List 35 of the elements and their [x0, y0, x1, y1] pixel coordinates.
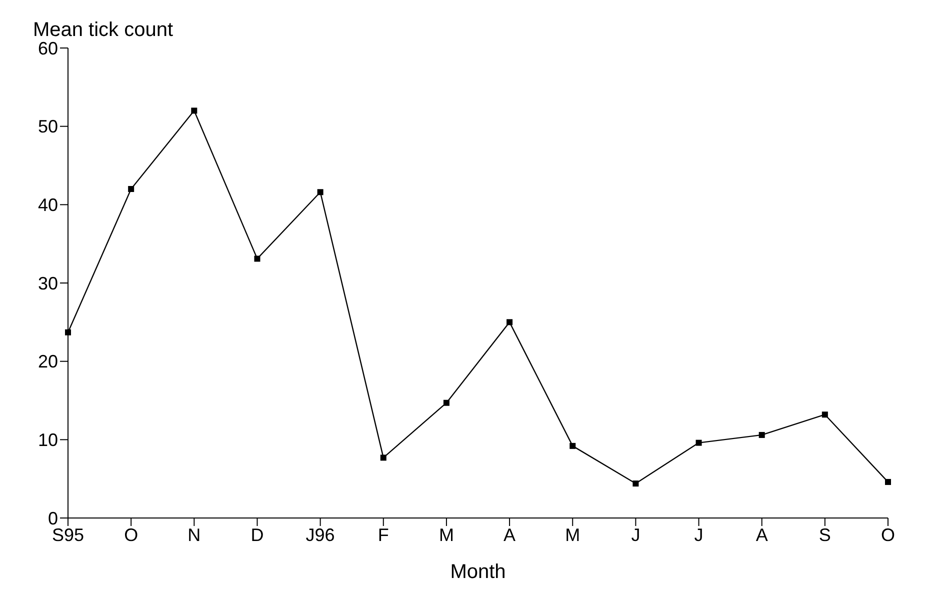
x-tick-label: N — [188, 524, 201, 545]
point — [822, 412, 828, 418]
x-tick-label: M — [565, 524, 580, 545]
point — [254, 256, 260, 262]
y-tick-label: 40 — [38, 195, 58, 216]
x-tick-label: A — [504, 524, 516, 545]
point — [632, 480, 639, 487]
x-tick-label: J96 — [306, 524, 335, 545]
x-tick-label: O — [880, 524, 896, 545]
y-tick-label: 60 — [38, 38, 58, 58]
x-tick-label: F — [378, 524, 389, 545]
y-tick-label: 20 — [38, 352, 58, 372]
y-tick-label: 10 — [38, 430, 58, 450]
x-axis-title: Month — [450, 561, 506, 583]
point — [65, 329, 71, 336]
x-tick-label: O — [124, 524, 138, 545]
point — [696, 440, 702, 446]
point — [128, 186, 134, 192]
point — [317, 189, 324, 196]
y-axis-title: Mean tick count — [32, 19, 174, 41]
point — [570, 442, 576, 449]
point — [443, 400, 450, 406]
x-tick-label: J — [631, 524, 640, 545]
x-tick-label: J — [694, 524, 704, 545]
y-tick-label: 50 — [38, 116, 58, 137]
x-tick-label: M — [438, 524, 454, 545]
point — [885, 478, 891, 485]
point — [758, 432, 765, 438]
point — [506, 319, 513, 326]
point — [380, 454, 386, 461]
y-tick-label: 30 — [38, 273, 58, 294]
x-tick-label: S — [818, 524, 831, 545]
x-tick-label: D — [250, 524, 264, 545]
point — [191, 108, 198, 114]
x-tick-label: A — [756, 524, 768, 545]
